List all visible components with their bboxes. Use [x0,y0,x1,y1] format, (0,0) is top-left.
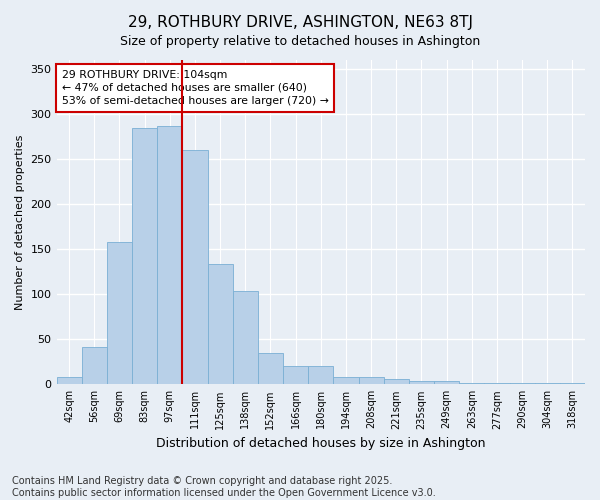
Bar [383,379,409,384]
Bar [208,264,233,384]
Bar [107,242,132,384]
Bar [308,366,334,384]
Bar [82,348,107,385]
Bar [132,128,157,384]
Bar [157,126,182,384]
Bar [334,377,359,384]
Bar [182,150,208,384]
Bar [233,290,258,384]
Text: 29 ROTHBURY DRIVE: 104sqm
← 47% of detached houses are smaller (640)
53% of semi: 29 ROTHBURY DRIVE: 104sqm ← 47% of detac… [62,70,329,106]
Bar [258,353,283,384]
Bar [283,366,308,384]
Y-axis label: Number of detached properties: Number of detached properties [15,134,25,310]
Text: Size of property relative to detached houses in Ashington: Size of property relative to detached ho… [120,35,480,48]
Text: Contains HM Land Registry data © Crown copyright and database right 2025.
Contai: Contains HM Land Registry data © Crown c… [12,476,436,498]
Bar [434,380,459,384]
Bar [459,382,484,384]
Bar [56,377,82,384]
X-axis label: Distribution of detached houses by size in Ashington: Distribution of detached houses by size … [156,437,485,450]
Bar [484,382,509,384]
Bar [409,380,434,384]
Bar [359,377,383,384]
Bar [560,382,585,384]
Text: 29, ROTHBURY DRIVE, ASHINGTON, NE63 8TJ: 29, ROTHBURY DRIVE, ASHINGTON, NE63 8TJ [128,15,473,30]
